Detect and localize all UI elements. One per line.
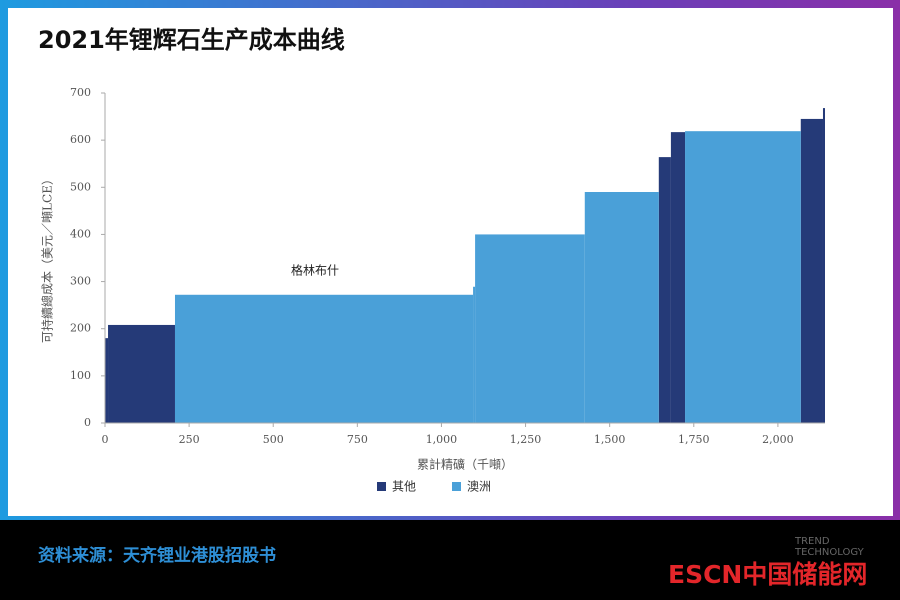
x-tick-label: 1,750 xyxy=(678,433,710,446)
chart-title: 2021年锂辉石生产成本曲线 xyxy=(38,26,345,54)
y-tick-label: 400 xyxy=(70,227,91,240)
annotation: 格林布什 xyxy=(291,263,339,278)
x-tick-label: 0 xyxy=(102,433,109,446)
cost-bar xyxy=(108,324,175,423)
y-tick-label: 0 xyxy=(84,416,91,429)
y-axis-title: 可持續總成本（美元／噸LCE） xyxy=(40,173,55,343)
x-tick-label: 750 xyxy=(347,433,368,446)
legend-label: 其他 xyxy=(392,480,416,494)
x-tick-label: 2,000 xyxy=(762,433,794,446)
y-tick-label: 100 xyxy=(70,369,91,382)
x-tick-label: 250 xyxy=(179,433,200,446)
watermark: TECHNOLOGY xyxy=(794,547,865,558)
watermark: TREND xyxy=(794,536,830,547)
y-tick-label: 300 xyxy=(70,275,91,288)
x-tick-label: 1,000 xyxy=(426,433,458,446)
legend-label: 澳洲 xyxy=(467,480,491,494)
cost-bar xyxy=(800,118,823,423)
y-tick-label: 200 xyxy=(70,322,91,335)
cost-bar xyxy=(822,108,825,423)
y-tick-label: 500 xyxy=(70,180,91,193)
legend-swatch xyxy=(377,482,386,491)
cost-bar xyxy=(473,286,476,423)
logo: ESCN中国储能网 xyxy=(668,560,867,589)
cost-bar xyxy=(584,192,659,423)
x-tick-label: 1,500 xyxy=(594,433,626,446)
legend-swatch xyxy=(452,482,461,491)
cost-bar xyxy=(174,294,474,423)
x-axis-title: 累計精礦（千噸） xyxy=(417,457,513,472)
cost-bar xyxy=(105,338,109,423)
x-tick-label: 1,250 xyxy=(510,433,542,446)
x-tick-label: 500 xyxy=(263,433,284,446)
y-tick-label: 600 xyxy=(70,133,91,146)
y-tick-label: 700 xyxy=(70,86,91,99)
cost-bar xyxy=(685,131,801,423)
cost-bar xyxy=(658,157,671,423)
cost-bar xyxy=(475,234,585,423)
source: 资料来源：天齐锂业港股招股书 xyxy=(38,545,276,566)
cost-bar xyxy=(670,132,686,423)
